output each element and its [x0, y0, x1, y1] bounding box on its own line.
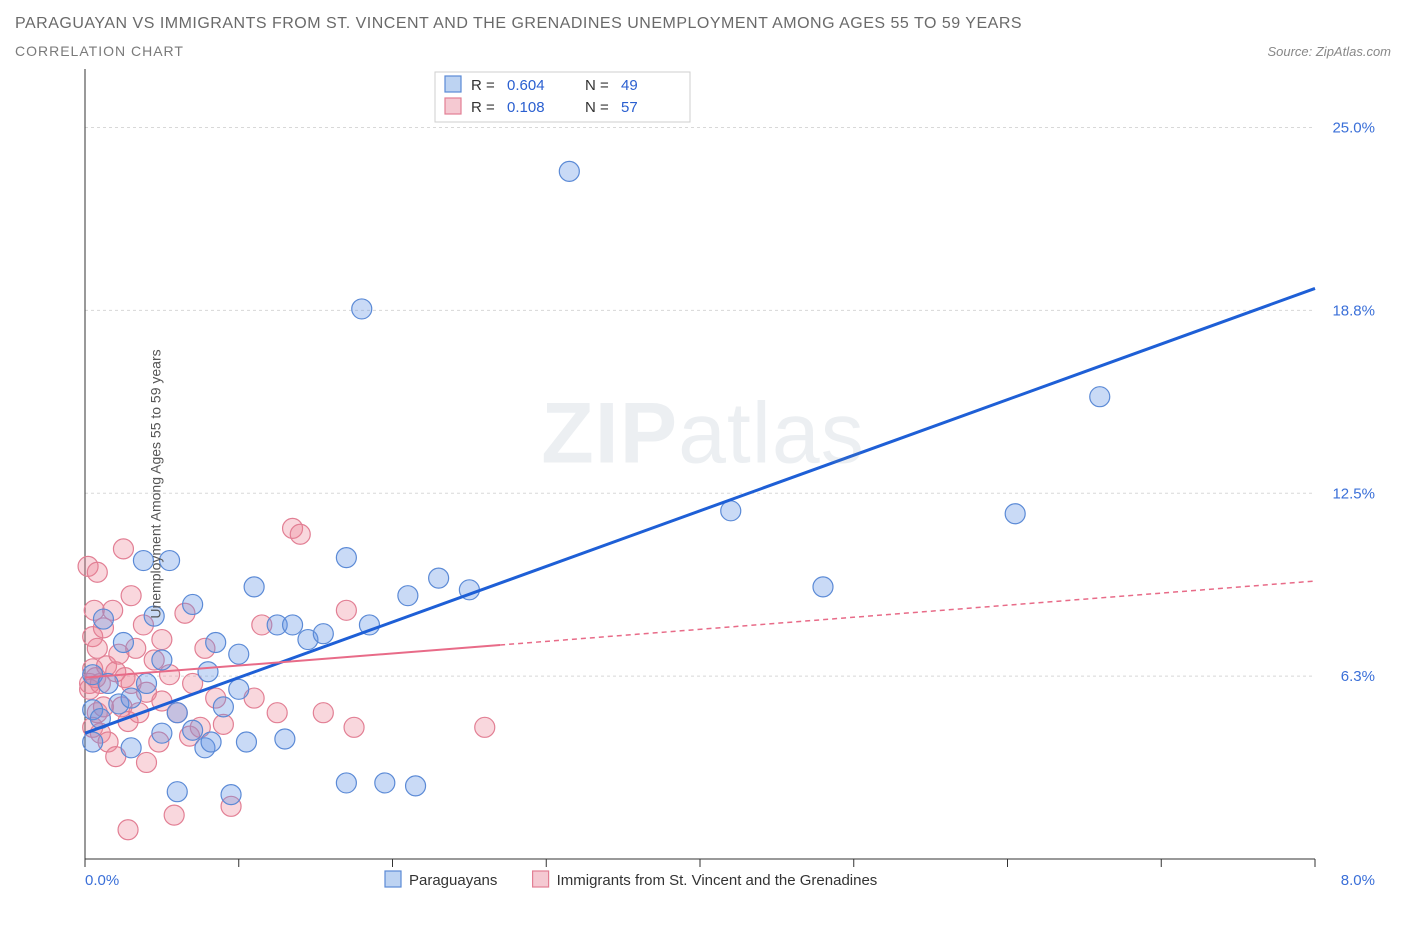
x-min-label: 0.0% — [85, 872, 119, 889]
data-point — [198, 662, 218, 682]
legend-r-label: R = — [471, 77, 495, 94]
data-point — [336, 773, 356, 793]
data-point — [118, 820, 138, 840]
data-point — [244, 577, 264, 597]
legend-series-name: Immigrants from St. Vincent and the Gren… — [557, 872, 878, 889]
subtitle-row: CORRELATION CHART Source: ZipAtlas.com — [15, 43, 1391, 59]
data-point — [375, 773, 395, 793]
data-point — [290, 524, 310, 544]
data-point — [398, 586, 418, 606]
legend-swatch — [385, 871, 401, 887]
data-point — [152, 650, 172, 670]
data-point — [183, 720, 203, 740]
legend-r-label: R = — [471, 99, 495, 116]
y-tick-label: 6.3% — [1341, 668, 1375, 685]
data-point — [813, 577, 833, 597]
data-point — [559, 161, 579, 181]
data-point — [429, 568, 449, 588]
data-point — [113, 632, 133, 652]
legend-swatch — [445, 98, 461, 114]
data-point — [1090, 387, 1110, 407]
x-max-label: 8.0% — [1341, 872, 1375, 889]
y-tick-label: 25.0% — [1332, 120, 1375, 137]
data-point — [87, 638, 107, 658]
data-point — [121, 586, 141, 606]
data-point — [275, 729, 295, 749]
data-point — [201, 732, 221, 752]
data-point — [236, 732, 256, 752]
data-point — [121, 688, 141, 708]
chart-title: PARAGUAYAN VS IMMIGRANTS FROM ST. VINCEN… — [15, 15, 1391, 33]
data-point — [213, 697, 233, 717]
data-point — [113, 539, 133, 559]
trend-line-extrapolated — [500, 581, 1315, 645]
correlation-chart: Unemployment Among Ages 55 to 59 years Z… — [15, 64, 1391, 904]
trend-line — [85, 288, 1315, 733]
data-point — [229, 644, 249, 664]
data-point — [336, 600, 356, 620]
data-point — [267, 703, 287, 723]
y-tick-label: 12.5% — [1332, 485, 1375, 502]
data-point — [206, 632, 226, 652]
legend-swatch — [533, 871, 549, 887]
data-point — [229, 679, 249, 699]
chart-subtitle: CORRELATION CHART — [15, 43, 184, 59]
y-axis-label: Unemployment Among Ages 55 to 59 years — [148, 349, 164, 618]
data-point — [344, 717, 364, 737]
data-point — [87, 562, 107, 582]
data-point — [475, 717, 495, 737]
data-point — [164, 805, 184, 825]
data-point — [406, 776, 426, 796]
legend-n-value: 57 — [621, 99, 638, 116]
legend-swatch — [445, 76, 461, 92]
legend-n-value: 49 — [621, 77, 638, 94]
data-point — [283, 615, 303, 635]
data-point — [152, 630, 172, 650]
legend-r-value: 0.604 — [507, 77, 545, 94]
data-point — [167, 782, 187, 802]
data-point — [221, 785, 241, 805]
legend-n-label: N = — [585, 99, 609, 116]
data-point — [137, 752, 157, 772]
data-point — [336, 548, 356, 568]
data-point — [121, 738, 141, 758]
data-point — [313, 703, 333, 723]
data-point — [83, 732, 103, 752]
legend-n-label: N = — [585, 77, 609, 94]
legend-r-value: 0.108 — [507, 99, 545, 116]
data-point — [137, 673, 157, 693]
data-point — [152, 723, 172, 743]
data-point — [1005, 504, 1025, 524]
title-block: PARAGUAYAN VS IMMIGRANTS FROM ST. VINCEN… — [15, 15, 1391, 59]
legend-series-name: Paraguayans — [409, 872, 497, 889]
chart-svg: 6.3% 12.5% 18.8% 25.0% 0.0% 8.0% R = 0.604 N = 49… — [15, 64, 1391, 904]
y-tick-label: 18.8% — [1332, 302, 1375, 319]
data-point — [352, 299, 372, 319]
source-attribution: Source: ZipAtlas.com — [1267, 44, 1391, 59]
data-point — [313, 624, 333, 644]
data-point — [183, 594, 203, 614]
data-point — [167, 703, 187, 723]
data-point — [93, 609, 113, 629]
